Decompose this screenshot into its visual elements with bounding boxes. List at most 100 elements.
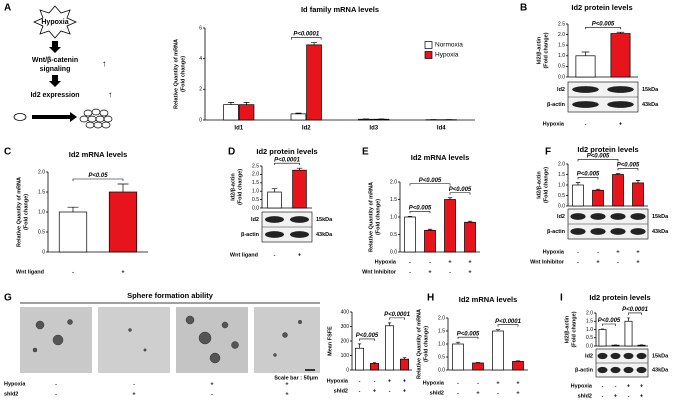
bar — [358, 118, 374, 121]
blot-band — [610, 213, 626, 220]
condition-label: Hypoxia — [543, 121, 565, 127]
condition-sign: - — [602, 393, 604, 399]
significance-bracket — [359, 338, 375, 341]
legend-swatch — [424, 41, 433, 49]
y-axis-label: (Fold change) — [423, 326, 429, 362]
y-tick-label: 0.5 — [558, 64, 565, 70]
y-tick-label: 2.0 — [38, 169, 45, 175]
blot-size: 43kDa — [652, 367, 669, 373]
legend-swatch — [424, 51, 433, 59]
y-tick-label: 2.5 — [558, 21, 565, 27]
chart-title: Id family mRNA levels — [301, 5, 379, 14]
y-axis-label: Id2/β-actin — [564, 315, 570, 343]
bar — [370, 363, 379, 371]
spheres — [32, 315, 303, 364]
condition-sign: - — [409, 269, 411, 275]
micrograph — [98, 307, 170, 373]
y-tick-label: 2.0 — [252, 172, 259, 178]
blot-size: 15kDa — [652, 214, 669, 220]
condition-label: Hypoxia — [543, 249, 565, 255]
condition-sign: - — [497, 390, 499, 396]
y-tick-label: 1.5 — [252, 180, 259, 186]
blot-band — [636, 352, 647, 360]
bar — [512, 361, 524, 371]
condition-sign: - — [617, 259, 619, 265]
condition-label: Hypoxia — [327, 378, 349, 384]
condition-sign: + — [428, 269, 431, 275]
condition-sign: - — [389, 388, 391, 394]
chart-title: Id2 protein levels — [589, 293, 650, 302]
y-axis-label: (Fold change) — [375, 199, 381, 235]
condition-sign: + — [596, 259, 599, 265]
condition-label: Wnt Inhibitor — [362, 269, 397, 275]
condition-sign: - — [359, 378, 361, 384]
condition-label: shId2 — [4, 391, 18, 397]
condition-sign: + — [636, 249, 639, 255]
error-bar — [357, 343, 362, 349]
panel-label: G — [4, 293, 12, 304]
condition-sign: + — [298, 252, 301, 258]
y-axis-label: (Fold change) — [571, 311, 577, 347]
significance-bracket — [457, 336, 479, 340]
p-value: P<0.005 — [449, 187, 472, 193]
significance-bracket — [628, 312, 642, 315]
condition-label: Hypoxia — [375, 259, 397, 265]
significance-bracket — [577, 177, 599, 180]
error-bar — [515, 360, 521, 362]
y-tick-label: 1.5 — [390, 197, 397, 203]
up-arrow: ↑ — [102, 58, 107, 68]
blot-size: 15kDa — [652, 353, 669, 359]
condition-sign: + — [210, 381, 213, 387]
y-axis-label: Relative Quantity of mRNA — [16, 177, 22, 247]
y-tick-label: 0.0 — [390, 249, 397, 255]
panel-label: D — [228, 147, 235, 158]
blot-band — [610, 366, 621, 374]
condition-sign: + — [640, 393, 643, 399]
condition-sign: + — [516, 380, 519, 386]
y-tick-label: 2.0 — [586, 310, 593, 316]
blot-band — [290, 216, 309, 223]
blot-label: Id2 — [557, 87, 565, 93]
p-value: P<0.005 — [617, 163, 640, 169]
panel-label: F — [545, 147, 551, 158]
sphere-title: Sphere formation ability — [127, 291, 214, 300]
p-value: P<0.005 — [457, 331, 480, 337]
panel-label: B — [520, 3, 527, 14]
y-tick-label: 0 — [42, 249, 45, 255]
error-bar — [595, 188, 601, 191]
condition-sign: - — [429, 259, 431, 265]
bar — [424, 229, 436, 253]
y-tick-label: 1.0 — [558, 53, 565, 59]
y-tick-label: 1.0 — [558, 182, 565, 188]
condition-sign: + — [496, 380, 499, 386]
y-axis-label: (Fold change) — [237, 169, 243, 205]
bar — [223, 104, 239, 121]
bar — [290, 113, 307, 121]
p-value: P<0.005 — [409, 205, 432, 211]
p-value: P<0.05 — [88, 173, 108, 179]
bar — [58, 211, 88, 253]
y-tick-label: 300 — [341, 324, 350, 330]
x-tick-label: Id2 — [302, 126, 311, 132]
condition-sign: + — [448, 259, 451, 265]
blot-band — [623, 366, 634, 374]
y-tick-label: 0.5 — [252, 197, 259, 203]
bar — [592, 189, 604, 207]
blot-band — [636, 366, 647, 374]
blot-band — [607, 101, 634, 108]
y-tick-label: 0.0 — [252, 205, 259, 211]
condition-label: Wnt Inhibitor — [530, 259, 565, 265]
chart-title: Id2 mRNA levels — [459, 295, 518, 304]
bar — [452, 343, 464, 371]
condition-sign: - — [359, 388, 361, 394]
blot-label: Id2 — [557, 214, 565, 220]
p-value: P<0.0001 — [384, 312, 411, 318]
hypoxia-star — [33, 5, 77, 39]
bar — [292, 169, 307, 209]
blot-label: β-actin — [241, 232, 260, 238]
error-bar — [311, 42, 318, 45]
p-value: P<0.005 — [592, 21, 615, 27]
bar — [355, 347, 364, 371]
condition-sign: - — [374, 378, 376, 384]
blot-label: β-actin — [575, 367, 594, 373]
